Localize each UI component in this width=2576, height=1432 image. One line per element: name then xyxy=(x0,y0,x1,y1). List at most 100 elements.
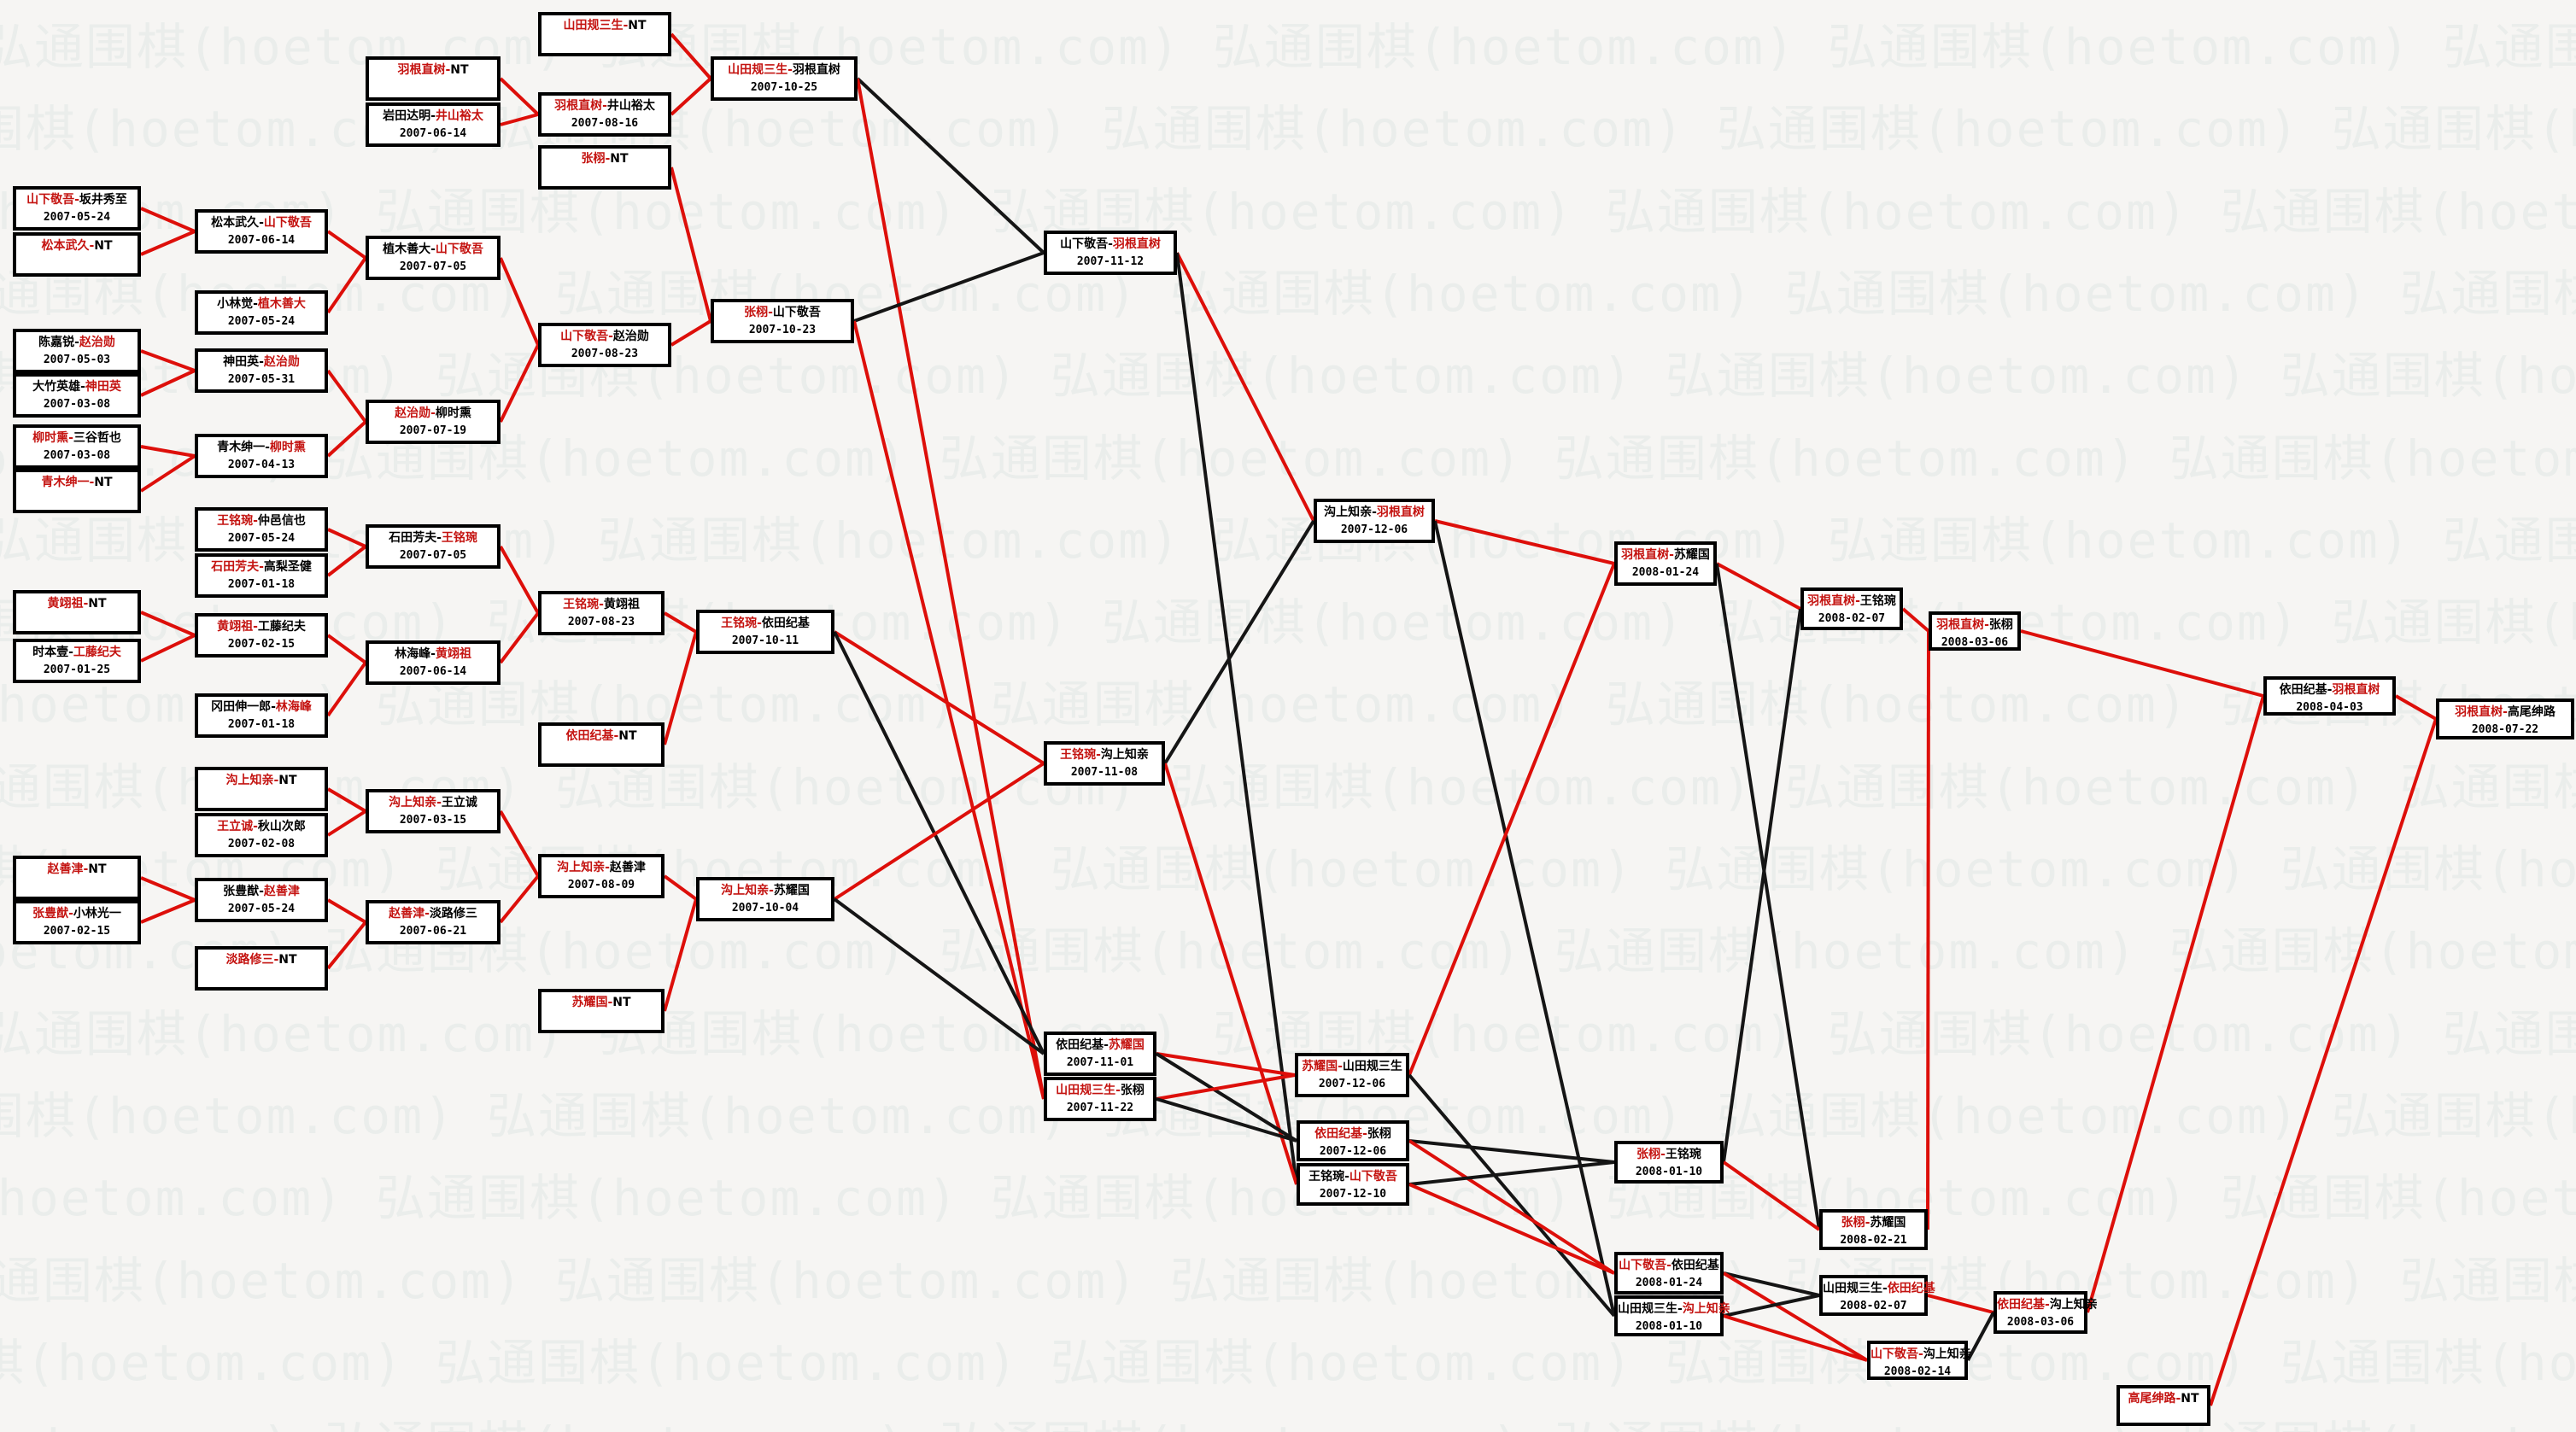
match-box-m51[interactable]: 羽根直树-苏耀国 2008-01-24 xyxy=(1614,541,1717,586)
match-box-m49[interactable]: 依田纪基-张栩 2007-12-06 xyxy=(1297,1120,1409,1161)
match-box-m12[interactable]: 山下敬吾-赵治勋 2007-08-23 xyxy=(538,323,671,367)
match-players: 山田规三生-羽根直树 xyxy=(714,61,854,79)
player-name: 苏耀国- xyxy=(571,996,613,1009)
match-box-m17[interactable]: 神田英-赵治勋 2007-05-31 xyxy=(195,348,328,393)
match-box-m43[interactable]: 苏耀国-NT xyxy=(538,989,664,1033)
connector-line-red xyxy=(1156,1073,1296,1101)
match-box-m32[interactable]: 依田纪基-NT xyxy=(538,722,664,767)
player-name: 羽根直树- xyxy=(397,63,451,77)
watermark-text: 弘通围棋(hoetom.com) 弘通围棋(hoetom.com) 弘通围棋(h… xyxy=(0,347,2576,406)
match-box-m22[interactable]: 王铭琬-仲邑信也 2007-05-24 xyxy=(195,507,328,552)
match-box-m09[interactable]: 松本武久-山下敬吾 2007-06-14 xyxy=(195,209,328,254)
connector-line-red xyxy=(1722,1160,1821,1231)
connector-line-red xyxy=(1156,1052,1296,1077)
match-box-m25[interactable]: 黄翊祖-NT xyxy=(13,590,141,634)
match-box-m52[interactable]: 羽根直树-王铭琬 2008-02-07 xyxy=(1800,587,1903,630)
match-box-m55[interactable]: 张栩-苏耀国 2008-02-21 xyxy=(1819,1209,1928,1250)
match-box-m34[interactable]: 王立诚-秋山次郎 2007-02-08 xyxy=(195,813,328,857)
match-box-m35[interactable]: 沟上知亲-王立诚 2007-03-15 xyxy=(366,789,501,833)
match-box-m47[interactable]: 山田规三生-张栩 2007-11-22 xyxy=(1044,1077,1156,1121)
connector-line-red xyxy=(499,810,540,878)
match-players: 沟上知亲-王立诚 xyxy=(369,793,497,812)
match-box-m54[interactable]: 张栩-王铭琬 2008-01-10 xyxy=(1614,1141,1724,1184)
match-box-m44[interactable]: 王铭琬-沟上知亲 2007-11-08 xyxy=(1044,741,1165,786)
match-box-m36[interactable]: 赵善津-NT xyxy=(13,856,141,900)
match-box-m01[interactable]: 山田规三生-NT xyxy=(538,12,671,56)
player-name: 依田纪基- xyxy=(1997,1298,2050,1312)
match-box-m24[interactable]: 石田芳夫-王铭琬 2007-07-05 xyxy=(366,524,501,569)
match-box-m38[interactable]: 张豊猷-赵善津 2007-05-24 xyxy=(195,878,328,922)
player-name: 山下敬吾- xyxy=(1871,1347,1923,1361)
connector-line-red xyxy=(140,230,196,256)
match-date: 2007-10-25 xyxy=(750,81,818,94)
match-box-m39[interactable]: 赵善津-淡路修三 2007-06-21 xyxy=(366,900,501,944)
match-box-m42[interactable]: 沟上知亲-苏耀国 2007-10-04 xyxy=(696,877,834,921)
match-box-m06[interactable]: 张栩-NT xyxy=(538,145,671,190)
player-name: 工藤纪夫 xyxy=(257,620,306,634)
match-box-m14[interactable]: 山下敬吾-羽根直树 2007-11-12 xyxy=(1044,231,1177,275)
match-box-m61[interactable]: 高尾绅路-NT xyxy=(2116,1385,2210,1426)
match-box-m11[interactable]: 植木善大-山下敬吾 2007-07-05 xyxy=(366,236,501,280)
match-box-m03[interactable]: 岩田达明-井山裕太 2007-06-14 xyxy=(366,102,501,147)
connector-line-red xyxy=(663,631,698,745)
match-box-m58[interactable]: 山田规三生-依田纪基 2008-02-07 xyxy=(1819,1275,1935,1316)
match-players: 依田纪基-NT xyxy=(542,727,661,745)
match-box-m37[interactable]: 张豊猷-小林光一 2007-02-15 xyxy=(13,900,141,944)
match-box-m62[interactable]: 依田纪基-羽根直树 2008-04-03 xyxy=(2263,676,2396,716)
connector-line-red xyxy=(670,77,712,116)
match-box-m48[interactable]: 苏耀国-山田规三生 2007-12-06 xyxy=(1295,1053,1409,1097)
match-box-m60[interactable]: 山下敬吾-沟上知亲 2008-02-14 xyxy=(1867,1341,1971,1380)
match-players: 沟上知亲-苏耀国 xyxy=(700,881,831,900)
match-box-m16[interactable]: 大竹英雄-神田英 2007-03-08 xyxy=(13,373,141,418)
player-name: 沟上知亲 xyxy=(1923,1347,1971,1361)
match-box-m04[interactable]: 羽根直树-井山裕太 2007-08-16 xyxy=(538,92,671,137)
match-box-m19[interactable]: 青木绅一-NT xyxy=(13,469,141,513)
player-name: 张栩 xyxy=(1367,1127,1391,1141)
match-box-m20[interactable]: 青木绅一-柳时熏 2007-04-13 xyxy=(195,434,328,478)
connector-line-black xyxy=(833,897,1045,1055)
player-name: 山田规三生- xyxy=(1618,1302,1683,1316)
match-players: 羽根直树-NT xyxy=(369,61,497,79)
match-box-m10[interactable]: 小林觉-植木善大 2007-05-24 xyxy=(195,290,328,335)
match-box-m59[interactable]: 依田纪基-沟上知亲 2008-03-06 xyxy=(1993,1291,2098,1334)
match-box-m05[interactable]: 山田规三生-羽根直树 2007-10-25 xyxy=(711,56,858,101)
match-box-m18[interactable]: 柳时熏-三谷哲也 2007-03-08 xyxy=(13,424,141,469)
match-box-m56[interactable]: 山下敬吾-依田纪基 2008-01-24 xyxy=(1614,1252,1724,1295)
match-box-m30[interactable]: 王铭琬-黄翊祖 2007-08-23 xyxy=(538,591,664,635)
match-box-m07[interactable]: 山下敬吾-坂井秀至 2007-05-24 xyxy=(13,186,141,231)
match-box-m45[interactable]: 沟上知亲-羽根直树 2007-12-06 xyxy=(1314,499,1435,543)
match-players: 沟上知亲-NT xyxy=(198,771,325,790)
match-box-m23[interactable]: 石田芳夫-高梨圣健 2007-01-18 xyxy=(195,553,328,598)
match-box-m46[interactable]: 依田纪基-苏耀国 2007-11-01 xyxy=(1044,1032,1156,1076)
connector-line-black xyxy=(856,77,1045,254)
match-box-m41[interactable]: 沟上知亲-赵善津 2007-08-09 xyxy=(538,854,664,898)
match-box-m13[interactable]: 张栩-山下敬吾 2007-10-23 xyxy=(711,299,854,343)
match-box-m02[interactable]: 羽根直树-NT xyxy=(366,56,501,101)
match-box-m53[interactable]: 羽根直树-张栩 2008-03-06 xyxy=(1929,611,2021,651)
match-date: 2008-01-10 xyxy=(1635,1166,1703,1178)
match-players: 苏耀国-山田规三生 xyxy=(1298,1057,1406,1076)
match-date: 2008-02-07 xyxy=(1818,612,1886,625)
match-date: 2008-02-14 xyxy=(1883,1365,1952,1378)
match-box-m63[interactable]: 羽根直树-高尾绅路 2008-07-22 xyxy=(2436,698,2574,739)
match-box-m50[interactable]: 王铭琬-山下敬吾 2007-12-10 xyxy=(1297,1163,1409,1206)
player-name: NT xyxy=(610,152,629,166)
match-box-m57[interactable]: 山田规三生-沟上知亲 2008-01-10 xyxy=(1614,1295,1730,1336)
match-box-m27[interactable]: 黄翊祖-工藤纪夫 2007-02-15 xyxy=(195,613,328,658)
match-box-m31[interactable]: 王铭琬-依田纪基 2007-10-11 xyxy=(696,610,834,654)
match-box-m15[interactable]: 陈嘉锐-赵治勋 2007-05-03 xyxy=(13,329,141,373)
match-date: 2007-07-05 xyxy=(399,549,467,562)
player-name: 张栩- xyxy=(581,152,611,166)
player-name: 山下敬吾- xyxy=(1619,1259,1671,1272)
match-box-m40[interactable]: 淡路修三-NT xyxy=(195,946,328,991)
player-name: 赵治勋 xyxy=(263,355,300,369)
match-box-m26[interactable]: 时本壹-工藤纪夫 2007-01-25 xyxy=(13,639,141,683)
match-box-m21[interactable]: 赵治勋-柳时熏 2007-07-19 xyxy=(366,400,501,444)
match-date: 2007-12-06 xyxy=(1319,1145,1387,1158)
match-box-m28[interactable]: 林海峰-黄翊祖 2007-06-14 xyxy=(366,640,501,685)
match-box-m08[interactable]: 松本武久-NT xyxy=(13,232,141,277)
match-box-m33[interactable]: 沟上知亲-NT xyxy=(195,767,328,811)
player-name: 山田规三生- xyxy=(1823,1282,1888,1295)
match-box-m29[interactable]: 冈田伸一郎-林海峰 2007-01-18 xyxy=(195,693,328,738)
